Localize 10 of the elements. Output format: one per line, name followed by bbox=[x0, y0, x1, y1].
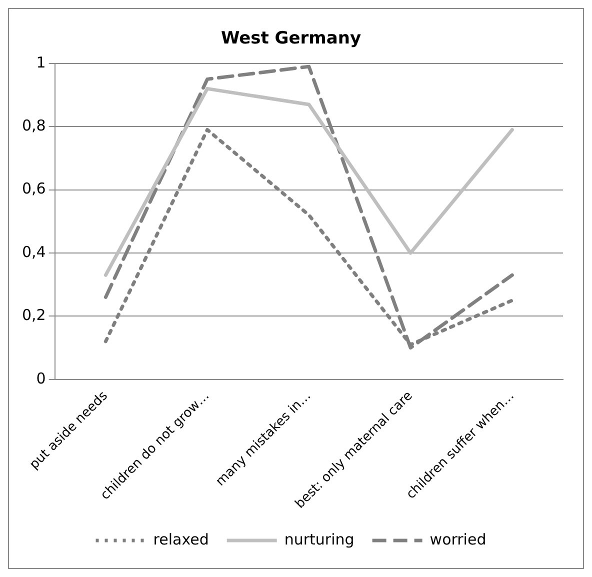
y-tick-label: 0 bbox=[36, 369, 46, 388]
y-tick-label: 0,2 bbox=[22, 306, 46, 324]
legend-label: relaxed bbox=[153, 530, 209, 548]
legend-label: worried bbox=[430, 530, 486, 548]
legend-label: nurturing bbox=[284, 530, 354, 548]
y-tick-label: 0,8 bbox=[22, 116, 46, 134]
chart-title: West Germany bbox=[220, 28, 362, 49]
y-tick-label: 1 bbox=[36, 53, 46, 72]
y-tick-label: 0,6 bbox=[22, 180, 46, 198]
y-tick-label: 0,4 bbox=[22, 242, 46, 261]
